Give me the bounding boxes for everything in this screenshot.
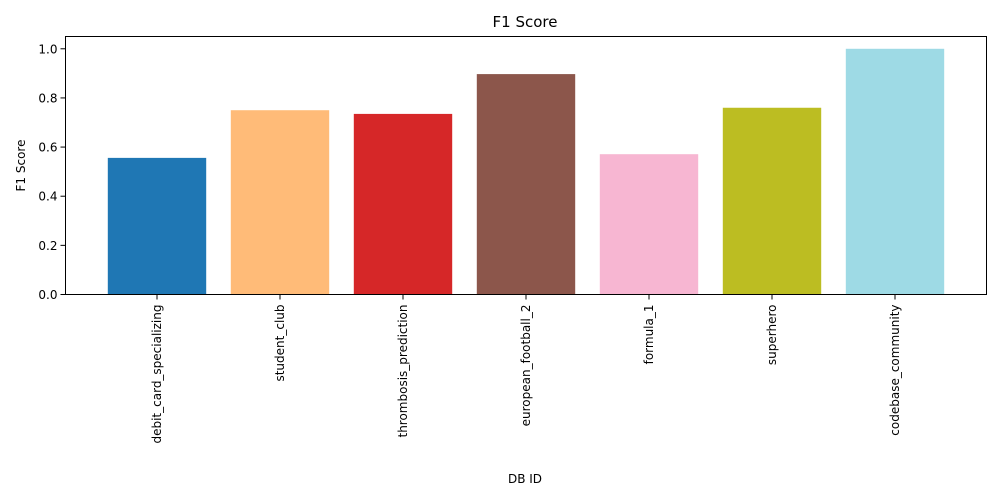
x-tick-label: formula_1 xyxy=(642,305,656,365)
x-tick-label: thrombosis_prediction xyxy=(396,305,410,438)
y-axis: 0.0 0.2 0.4 0.6 0.8 1.0 xyxy=(38,42,66,302)
x-axis: debit_card_specializing student_club throm… xyxy=(150,294,902,444)
bars-group xyxy=(107,48,945,295)
x-tick-label: student_club xyxy=(273,305,287,382)
x-tick-label: codebase_community xyxy=(888,305,902,436)
y-axis-label: F1 Score xyxy=(14,140,28,192)
bar-superhero xyxy=(722,107,822,295)
y-tick-label: 0.0 xyxy=(38,288,57,302)
chart-title: F1 Score xyxy=(493,13,558,31)
bar-student_club xyxy=(230,110,330,295)
y-tick-label: 1.0 xyxy=(38,42,57,56)
y-tick-label: 0.6 xyxy=(38,141,57,155)
bar-formula_1 xyxy=(599,154,699,295)
bar-codebase_community xyxy=(845,48,945,295)
bar-debit_card_specializing xyxy=(107,157,207,295)
bar-thrombosis_prediction xyxy=(353,113,453,295)
bar-european_football_2 xyxy=(476,74,576,295)
y-tick-label: 0.2 xyxy=(38,239,57,253)
y-tick-label: 0.4 xyxy=(38,190,57,204)
x-axis-label: DB ID xyxy=(508,472,542,486)
x-tick-label: debit_card_specializing xyxy=(150,305,164,444)
x-tick-label: superhero xyxy=(765,305,779,366)
x-tick-label: european_football_2 xyxy=(519,305,533,427)
y-tick-label: 0.8 xyxy=(38,91,57,105)
